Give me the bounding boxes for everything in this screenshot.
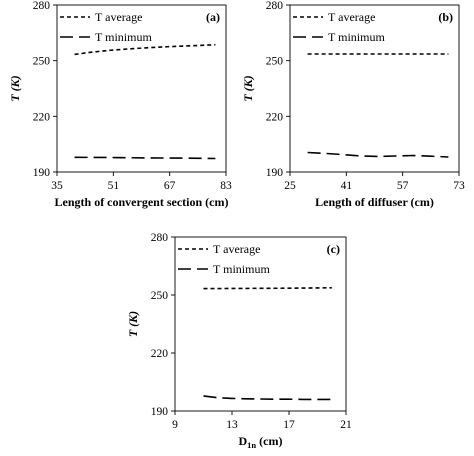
- x-axis-title-subscript: 1n: [247, 440, 256, 450]
- y-tick-label: 190: [151, 406, 169, 418]
- x-axis-title-unit: (cm): [256, 434, 282, 448]
- y-tick-label: 250: [33, 56, 51, 68]
- y-tick-label: 220: [151, 348, 169, 360]
- x-tick-label: 51: [108, 180, 120, 192]
- x-axis-title: Length of convergent section (cm): [55, 195, 229, 209]
- legend-label: T average: [328, 10, 375, 24]
- x-tick-label: 35: [51, 180, 63, 192]
- x-tick-label: 57: [397, 180, 409, 192]
- y-axis-title: T (K): [126, 311, 140, 337]
- x-tick-label: 21: [340, 419, 352, 431]
- panel-label: (a): [206, 10, 220, 24]
- series-line-t-average: [203, 287, 332, 290]
- y-tick-label: 280: [151, 232, 169, 244]
- y-tick-label: 280: [266, 0, 284, 12]
- x-tick-label: 83: [220, 180, 232, 192]
- legend-label: T minimum: [328, 30, 385, 44]
- legend-label: T minimum: [95, 30, 152, 44]
- x-tick-label: 25: [284, 180, 296, 192]
- x-tick-label: 67: [164, 180, 176, 192]
- x-tick-label: 17: [283, 419, 295, 431]
- panel-label: (c): [327, 242, 340, 256]
- series-line-t-minimum: [74, 156, 216, 160]
- panel-c: 190 220 250 280 9 13 17 21 T (K) D1n (cm) (c) T ave…: [126, 232, 352, 450]
- y-tick-label: 250: [151, 290, 169, 302]
- plot-frame: [289, 4, 460, 173]
- panel-b: 190 220 250 280 25 41 57 73 T (K) Length of diffu…: [241, 0, 465, 209]
- y-axis-title: T (K): [8, 75, 22, 101]
- x-tick-label: 41: [341, 180, 353, 192]
- y-tick-label: 250: [266, 56, 284, 68]
- y-tick-label: 220: [266, 111, 284, 123]
- series-line-t-minimum: [203, 395, 332, 401]
- x-tick-label: 9: [172, 419, 178, 431]
- plot-frame: [56, 4, 227, 173]
- x-axis-title-main: D: [239, 434, 248, 448]
- panel-label: (b): [438, 10, 453, 24]
- legend-label: T average: [213, 242, 260, 256]
- x-axis-title: Length of diffuser (cm): [315, 195, 434, 209]
- y-axis-title: T (K): [241, 75, 255, 101]
- y-tick-label: 190: [33, 167, 51, 179]
- series-line-t-average: [74, 43, 216, 56]
- x-tick-label: 13: [226, 419, 238, 431]
- legend-label: T average: [95, 10, 142, 24]
- y-tick-label: 280: [33, 0, 51, 12]
- plot-frame: [174, 236, 347, 412]
- series-line-t-minimum: [307, 151, 449, 158]
- panel-a: 190 220 250 280 35 51 67 83 T (K) Length of conve…: [8, 0, 232, 209]
- x-axis-title: D1n (cm): [239, 434, 283, 450]
- y-tick-label: 190: [266, 167, 284, 179]
- y-tick-label: 220: [33, 111, 51, 123]
- legend-label: T minimum: [213, 262, 270, 276]
- x-tick-label: 73: [453, 180, 465, 192]
